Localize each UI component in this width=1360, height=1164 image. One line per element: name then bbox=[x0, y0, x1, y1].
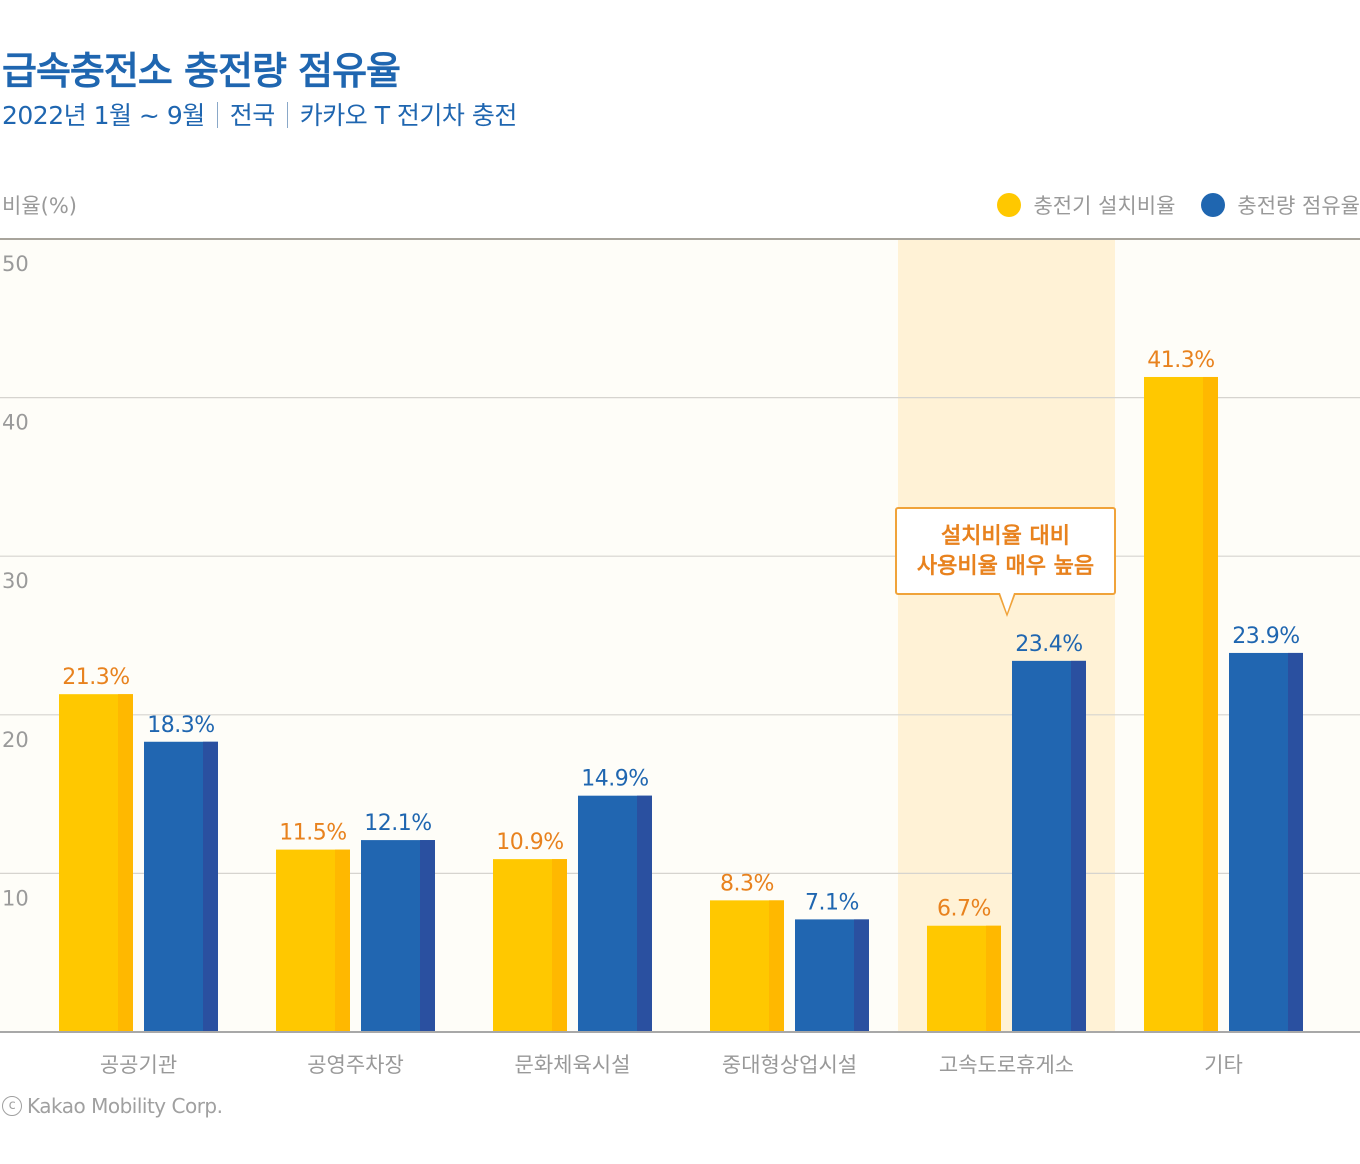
y-tick-label: 50 bbox=[2, 252, 29, 276]
x-tick-label: 문화체육시설 bbox=[515, 1053, 631, 1077]
data-label: 14.9% bbox=[581, 767, 648, 792]
data-label: 10.9% bbox=[496, 830, 563, 855]
plot-background bbox=[0, 239, 1360, 1032]
bar-shade bbox=[118, 694, 133, 1032]
bar-shade bbox=[769, 900, 784, 1032]
y-tick-label: 20 bbox=[2, 728, 29, 752]
copyright-icon: c bbox=[2, 1096, 22, 1116]
data-label: 41.3% bbox=[1147, 348, 1214, 373]
data-label: 21.3% bbox=[62, 665, 129, 690]
chart-subtitle: 2022년 1월 ~ 9월 전국 카카오 T 전기차 충전 bbox=[2, 96, 517, 132]
data-label: 8.3% bbox=[720, 871, 774, 896]
bar-shade bbox=[986, 925, 1001, 1032]
copyright-footer: c Kakao Mobility Corp. bbox=[2, 1094, 223, 1118]
subtitle-divider bbox=[216, 102, 218, 128]
legend-swatch-blue-icon bbox=[1201, 193, 1226, 217]
subtitle-source: 카카오 T 전기차 충전 bbox=[299, 101, 518, 130]
copyright-text: Kakao Mobility Corp. bbox=[27, 1094, 223, 1118]
callout-line-1: 설치비율 대비 bbox=[940, 524, 1071, 549]
bar-shade bbox=[854, 919, 869, 1032]
x-tick-label: 중대형상업시설 bbox=[722, 1053, 857, 1077]
y-tick-label: 30 bbox=[2, 569, 29, 593]
data-label: 11.5% bbox=[279, 821, 346, 846]
chart-title: 급속충전소 충전량 점유율 bbox=[2, 49, 401, 93]
legend-label: 충전기 설치비율 bbox=[1033, 194, 1176, 218]
data-label: 6.7% bbox=[937, 897, 991, 922]
subtitle-region: 전국 bbox=[229, 101, 276, 130]
data-label: 23.9% bbox=[1232, 624, 1299, 649]
bar-shade bbox=[1288, 652, 1303, 1032]
legend-item-charge-share: 충전량 점유율 bbox=[1201, 190, 1360, 220]
bar-shade bbox=[1071, 660, 1086, 1032]
subtitle-divider bbox=[286, 102, 288, 128]
bar-shade bbox=[203, 741, 218, 1032]
y-tick-label: 10 bbox=[2, 886, 29, 910]
y-tick-label: 40 bbox=[2, 411, 29, 435]
data-label: 12.1% bbox=[364, 811, 431, 836]
bar-shade bbox=[552, 859, 567, 1032]
data-label: 23.4% bbox=[1015, 632, 1082, 657]
data-label: 18.3% bbox=[147, 713, 214, 738]
callout-annotation: 설치비율 대비 사용비율 매우 높음 bbox=[895, 507, 1116, 595]
x-tick-label: 공영주차장 bbox=[307, 1053, 404, 1077]
legend-label: 충전량 점유율 bbox=[1237, 194, 1360, 218]
bar-shade bbox=[335, 849, 350, 1032]
x-tick-label: 기타 bbox=[1204, 1053, 1243, 1077]
subtitle-period: 2022년 1월 ~ 9월 bbox=[2, 101, 205, 130]
data-label: 7.1% bbox=[805, 890, 859, 915]
bar-shade bbox=[1203, 376, 1218, 1032]
bar-shade bbox=[420, 840, 435, 1032]
x-tick-label: 공공기관 bbox=[100, 1053, 177, 1077]
legend-item-install-ratio: 충전기 설치비율 bbox=[997, 190, 1175, 220]
legend-swatch-yellow-icon bbox=[997, 193, 1022, 217]
callout-line-2: 사용비율 매우 높음 bbox=[916, 554, 1095, 579]
bar-shade bbox=[637, 795, 652, 1032]
x-tick-label: 고속도로휴게소 bbox=[939, 1053, 1074, 1077]
legend: 충전기 설치비율 충전량 점유율 bbox=[971, 190, 1360, 220]
y-axis-label: 비율(%) bbox=[2, 194, 77, 218]
